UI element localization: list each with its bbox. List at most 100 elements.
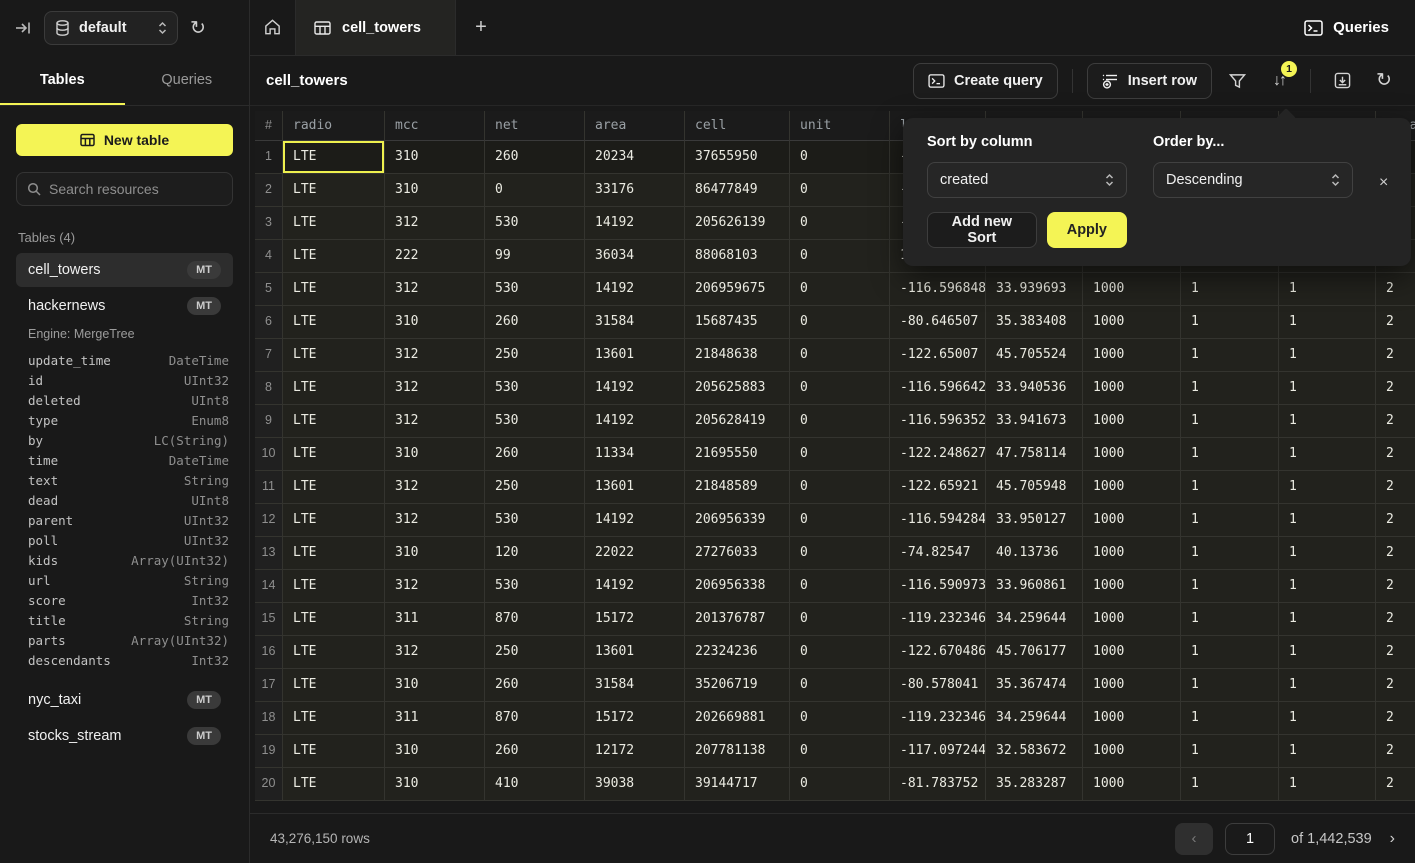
table-cell[interactable]: 35.283287: [986, 768, 1083, 801]
table-cell[interactable]: 260: [485, 735, 585, 768]
table-cell[interactable]: 1000: [1083, 372, 1181, 405]
table-cell[interactable]: 86477849: [685, 174, 790, 207]
table-cell[interactable]: 1: [1279, 471, 1376, 504]
table-cell[interactable]: -80.646507: [890, 306, 986, 339]
table-cell[interactable]: 870: [485, 702, 585, 735]
table-cell[interactable]: 0: [790, 372, 890, 405]
table-cell[interactable]: 206959675: [685, 273, 790, 306]
table-cell[interactable]: 1: [1181, 372, 1279, 405]
table-cell[interactable]: LTE: [283, 240, 385, 273]
table-cell[interactable]: 0: [790, 504, 890, 537]
table-cell[interactable]: 13601: [585, 471, 685, 504]
insert-row-button[interactable]: Insert row: [1087, 63, 1212, 99]
table-cell[interactable]: 1: [1279, 735, 1376, 768]
new-table-button[interactable]: New table: [16, 124, 233, 156]
column-header-area[interactable]: area: [585, 111, 685, 141]
table-cell[interactable]: 1: [1279, 273, 1376, 306]
table-cell[interactable]: 11334: [585, 438, 685, 471]
table-cell[interactable]: 0: [790, 537, 890, 570]
table-cell[interactable]: 33.950127: [986, 504, 1083, 537]
table-cell[interactable]: 13601: [585, 636, 685, 669]
table-cell[interactable]: 35.383408: [986, 306, 1083, 339]
table-cell[interactable]: 1000: [1083, 405, 1181, 438]
table-cell[interactable]: 2: [1376, 372, 1415, 405]
table-cell[interactable]: 0: [790, 405, 890, 438]
table-cell[interactable]: 312: [385, 570, 485, 603]
table-cell[interactable]: 2: [1376, 768, 1415, 801]
sort-button[interactable]: ↓↑ 1: [1262, 64, 1296, 98]
table-cell[interactable]: 0: [790, 570, 890, 603]
table-cell[interactable]: 311: [385, 702, 485, 735]
table-cell[interactable]: 120: [485, 537, 585, 570]
table-cell[interactable]: 260: [485, 669, 585, 702]
table-cell[interactable]: 310: [385, 669, 485, 702]
table-cell[interactable]: -122.248627: [890, 438, 986, 471]
table-cell[interactable]: 312: [385, 339, 485, 372]
table-cell[interactable]: 2: [1376, 306, 1415, 339]
table-cell[interactable]: -116.594284: [890, 504, 986, 537]
table-cell[interactable]: 0: [790, 306, 890, 339]
table-cell[interactable]: 206956339: [685, 504, 790, 537]
table-cell[interactable]: LTE: [283, 174, 385, 207]
table-cell[interactable]: 1000: [1083, 537, 1181, 570]
table-cell[interactable]: 1: [1181, 636, 1279, 669]
table-cell[interactable]: -81.783752: [890, 768, 986, 801]
table-cell[interactable]: -122.670486: [890, 636, 986, 669]
table-cell[interactable]: LTE: [283, 207, 385, 240]
table-cell[interactable]: 1: [1279, 669, 1376, 702]
table-cell[interactable]: 250: [485, 636, 585, 669]
table-cell[interactable]: 1000: [1083, 306, 1181, 339]
table-cell[interactable]: 205628419: [685, 405, 790, 438]
next-page-button[interactable]: ›: [1390, 830, 1395, 848]
page-number-input[interactable]: [1225, 823, 1275, 855]
table-cell[interactable]: 1: [1181, 405, 1279, 438]
table-cell[interactable]: 2: [1376, 669, 1415, 702]
table-cell[interactable]: -122.65921: [890, 471, 986, 504]
column-header-unit[interactable]: unit: [790, 111, 890, 141]
table-cell[interactable]: 530: [485, 504, 585, 537]
table-cell[interactable]: 21848589: [685, 471, 790, 504]
table-cell[interactable]: LTE: [283, 768, 385, 801]
table-cell[interactable]: 870: [485, 603, 585, 636]
table-cell[interactable]: 2: [1376, 273, 1415, 306]
table-cell[interactable]: 27276033: [685, 537, 790, 570]
table-cell[interactable]: 32.583672: [986, 735, 1083, 768]
add-new-sort-button[interactable]: Add new Sort: [927, 212, 1037, 248]
sort-order-select[interactable]: Descending: [1153, 162, 1353, 198]
table-cell[interactable]: 206956338: [685, 570, 790, 603]
row-number-header[interactable]: #: [255, 111, 283, 141]
table-cell[interactable]: 310: [385, 438, 485, 471]
table-cell[interactable]: -116.596352: [890, 405, 986, 438]
home-tab[interactable]: [250, 0, 295, 55]
table-cell[interactable]: 33.939693: [986, 273, 1083, 306]
table-cell[interactable]: 40.13736: [986, 537, 1083, 570]
table-cell[interactable]: 35.367474: [986, 669, 1083, 702]
table-cell[interactable]: 1: [1181, 438, 1279, 471]
table-cell[interactable]: 1000: [1083, 603, 1181, 636]
table-cell[interactable]: LTE: [283, 636, 385, 669]
table-cell[interactable]: 2: [1376, 438, 1415, 471]
table-cell[interactable]: 202669881: [685, 702, 790, 735]
table-cell[interactable]: 312: [385, 372, 485, 405]
table-cell[interactable]: 1000: [1083, 669, 1181, 702]
new-tab-button[interactable]: +: [456, 0, 506, 55]
table-cell[interactable]: 15687435: [685, 306, 790, 339]
table-cell[interactable]: 37655950: [685, 141, 790, 174]
table-cell[interactable]: 312: [385, 405, 485, 438]
table-cell[interactable]: 0: [790, 768, 890, 801]
table-cell[interactable]: 1: [1181, 273, 1279, 306]
previous-page-button[interactable]: ‹: [1175, 823, 1213, 855]
table-cell[interactable]: 0: [790, 702, 890, 735]
table-cell[interactable]: 1000: [1083, 504, 1181, 537]
table-cell[interactable]: 33176: [585, 174, 685, 207]
queries-button[interactable]: Queries: [1304, 19, 1389, 36]
tab-cell-towers[interactable]: cell_towers: [295, 0, 456, 55]
table-cell[interactable]: 0: [790, 273, 890, 306]
table-cell[interactable]: 205626139: [685, 207, 790, 240]
table-cell[interactable]: LTE: [283, 735, 385, 768]
table-cell[interactable]: 530: [485, 273, 585, 306]
table-cell[interactable]: 260: [485, 306, 585, 339]
table-cell[interactable]: 1000: [1083, 702, 1181, 735]
table-cell[interactable]: 310: [385, 141, 485, 174]
table-cell[interactable]: 39038: [585, 768, 685, 801]
